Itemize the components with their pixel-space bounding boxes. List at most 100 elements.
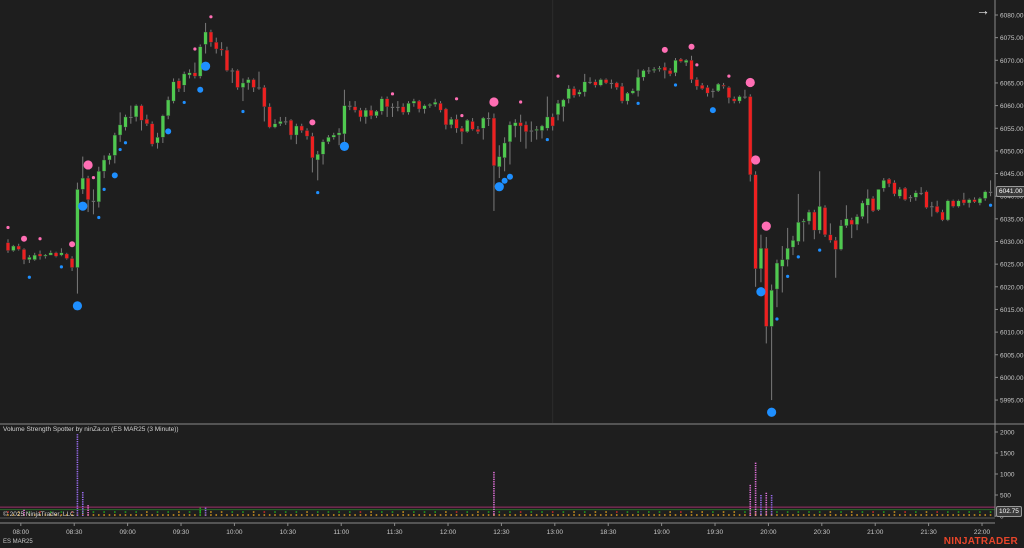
candle-down [887,179,892,184]
volume-dot [231,511,234,513]
volume-base-dot [348,514,351,516]
volume-base-dot [247,514,250,516]
volume-dot [348,511,351,513]
candle-down [689,60,694,80]
volume-base-dot [882,514,885,516]
volume-base-dot [124,514,127,516]
candle-down [214,41,219,50]
blue-signal-dot [673,83,678,87]
time-tick-label: 19:00 [653,529,670,536]
volume-dot [829,511,832,513]
volume-base-dot [236,514,239,516]
candle-down [833,240,838,250]
volume-dot [306,511,308,513]
volume-dot [402,511,404,513]
candle-up [641,70,646,78]
candle-up [331,134,336,138]
candle-down [38,253,43,257]
volume-base-dot [765,514,768,516]
volume-base-dot [834,514,837,516]
time-tick-label: 20:30 [814,529,831,536]
pink-signal-dot [69,241,76,248]
candle-down [903,188,908,200]
candle-up [908,197,913,199]
candle-down [224,49,229,71]
volume-base-dot [295,514,298,516]
volume-base-dot [172,514,175,516]
volume-base-dot [760,514,762,516]
volume-base-dot [258,514,260,516]
candle-down [849,219,854,225]
candle-down [972,199,977,203]
volume-base-dot [167,514,169,516]
volume-dot [316,511,319,513]
volume-base-dot [130,514,132,516]
volume-dot [295,511,298,513]
volume-dot [487,511,490,513]
candle-up [427,104,432,106]
volume-base-dot [824,514,826,516]
volume-base-dot [947,514,949,516]
candle-down [523,124,528,132]
volume-tick-label: 1000 [1000,472,1015,479]
time-tick-label: 10:30 [280,529,297,536]
candle-up [956,200,961,207]
volume-base-dot [178,514,180,516]
volume-dot [519,511,522,513]
arrow-right-icon[interactable]: → [976,2,990,18]
candle-up [540,125,545,131]
volume-base-dot [151,514,153,516]
volume-base-dot [781,514,784,516]
volume-base-dot [322,514,324,516]
volume-base-dot [306,514,308,516]
volume-dot [626,511,629,513]
volume-base-dot [119,514,121,516]
volume-dot [786,511,789,513]
volume-base-dot [231,514,234,516]
blue-signal-dot [200,61,211,71]
volume-base-dot [183,514,186,516]
volume-base-dot [525,514,527,516]
candle-down [353,106,358,111]
time-tick-label: 19:30 [707,529,724,536]
volume-base-dot [210,514,212,516]
volume-base-dot [162,514,164,516]
candle-up [256,87,261,89]
volume-tick-label: 0 [1000,514,1004,521]
volume-dot [690,511,693,513]
candle-down [475,129,480,132]
signal-markers [6,15,993,417]
candle-down [16,245,21,250]
candle-up [737,96,742,102]
volume-dot [979,511,981,513]
price-tick-label: 6015.00 [1000,307,1024,314]
volume-dot [840,511,842,513]
candle-up [913,192,918,198]
volume-dot [242,511,244,513]
candle-up [422,105,427,110]
candle-up [347,105,352,107]
volume-base-dot [557,514,559,516]
blue-signal-dot [796,255,800,259]
volume-dot [733,511,736,513]
volume-base-dot [589,514,591,516]
volume-base-dot [49,514,52,516]
candle-down [732,98,737,102]
candle-up [198,46,203,77]
candle-down [139,105,144,121]
volume-dot [744,511,746,513]
price-tick-label: 6030.00 [1000,239,1024,246]
volume-base-dot [610,514,613,516]
pink-signal-dot [83,160,93,170]
volume-dot [114,511,116,513]
pink-signal-dot [91,176,96,180]
volume-dot [423,511,426,513]
volume-dot [167,511,169,513]
volume-base-dot [226,514,228,516]
time-tick-label: 20:00 [760,529,777,536]
candle-up [449,118,454,126]
blue-signal-dot [709,107,716,114]
candle-down [550,116,555,127]
pink-signal-dot [727,74,731,78]
